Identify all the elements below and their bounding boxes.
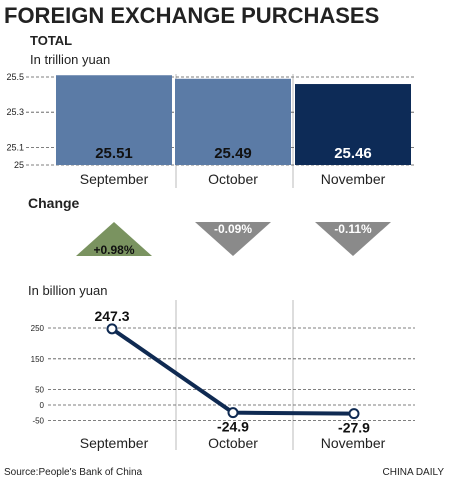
bar-y-tick-label: 25 [14, 160, 24, 170]
bar-y-tick-label: 25.3 [6, 107, 24, 117]
line-y-tick-label: 250 [31, 324, 45, 333]
chart-title: FOREIGN EXCHANGE PURCHASES [4, 3, 380, 28]
bar-value-label: 25.51 [95, 145, 133, 162]
change-down-arrow [315, 222, 391, 256]
change-value-label: +0.98% [93, 243, 134, 257]
source-note: Source:People's Bank of China [4, 467, 143, 478]
line-y-tick-label: 150 [31, 355, 45, 364]
line-y-tick-label: 0 [40, 401, 45, 410]
point-value-label: 247.3 [94, 308, 129, 324]
bar [295, 84, 411, 165]
data-point [106, 323, 118, 335]
point-value-label: -27.9 [338, 420, 370, 436]
bar [175, 78, 291, 165]
change-down-arrow [195, 222, 271, 256]
series-line [110, 327, 355, 416]
change-value-label: -0.11% [334, 222, 372, 236]
data-point [227, 407, 239, 419]
bar-category-label: September [80, 171, 149, 187]
bar-category-label: November [321, 171, 386, 187]
total-subtitle: TOTAL [30, 33, 73, 48]
line-unit-label: In billion yuan [28, 283, 108, 298]
change-value-label: -0.09% [214, 222, 252, 236]
line-category-label: November [321, 435, 386, 451]
data-point [348, 408, 360, 420]
bar-y-tick-label: 25.5 [6, 72, 24, 82]
line-y-tick-label: -50 [32, 416, 44, 425]
bar-category-label: October [208, 171, 258, 187]
bar-y-tick-label: 25.1 [6, 142, 24, 152]
credit-label: CHINA DAILY [382, 467, 445, 478]
line-category-label: September [80, 435, 149, 451]
bar-value-label: 25.49 [214, 145, 252, 162]
point-value-label: -24.9 [217, 419, 249, 435]
bar-value-label: 25.46 [334, 145, 372, 162]
change-up-arrow [76, 222, 152, 256]
bar [56, 75, 172, 165]
bar-unit-label: In trillion yuan [30, 52, 111, 67]
line-category-label: October [208, 435, 258, 451]
change-label: Change [28, 195, 80, 211]
line-y-tick-label: 50 [35, 386, 44, 395]
